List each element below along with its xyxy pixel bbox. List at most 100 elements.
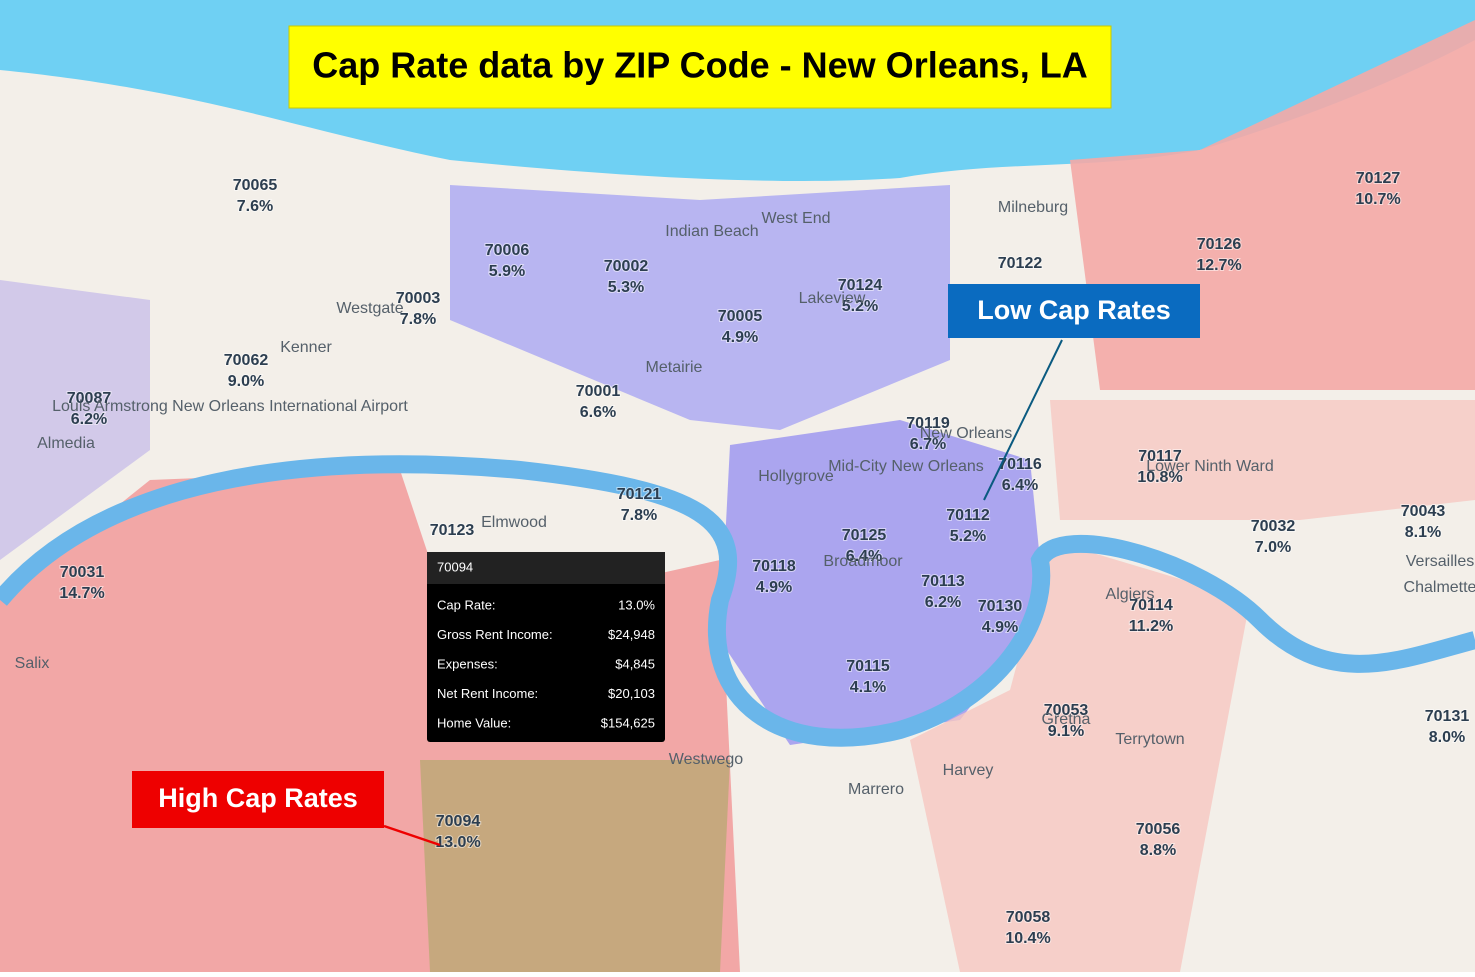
tooltip-value: $20,103 — [608, 686, 655, 701]
place-name: Marrero — [848, 781, 904, 798]
low-arrow — [983, 339, 1063, 501]
zip-code: 70114 — [1129, 597, 1173, 614]
place-name: Versailles — [1406, 553, 1474, 570]
river — [0, 455, 1475, 747]
cap-rate: 6.6% — [580, 404, 616, 421]
zone-mid — [0, 280, 150, 560]
cap-rate: 5.9% — [489, 263, 525, 280]
place-name: New Orleans — [920, 425, 1012, 442]
cap-rate: 6.2% — [71, 411, 107, 428]
place-name: West End — [761, 210, 830, 227]
cap-rate: 14.7% — [59, 585, 104, 602]
place-name: Almedia — [37, 435, 95, 452]
cap-rate: 4.9% — [722, 329, 758, 346]
place-name: Mid-City New Orleans — [828, 458, 984, 475]
zip-code: 70115 — [846, 658, 890, 675]
tooltip-label: Net Rent Income: — [437, 686, 538, 701]
cap-rate: 11.2% — [1129, 618, 1173, 635]
tooltip-label: Home Value: — [437, 715, 511, 730]
place-name: Milneburg — [998, 199, 1068, 216]
title-box — [288, 25, 1112, 109]
cap-rate: 9.1% — [1048, 723, 1084, 740]
place-name: Chalmette — [1404, 579, 1475, 596]
zip-code: 70125 — [842, 527, 887, 544]
cap-rate: 12.7% — [1196, 257, 1241, 274]
cap-rate: 8.1% — [1405, 524, 1441, 541]
place-name: Gretna — [1042, 711, 1091, 728]
zip-code: 70113 — [921, 573, 965, 590]
zip-code: 70119 — [906, 415, 950, 432]
cap-rate: 5.3% — [608, 279, 644, 296]
zip-code: 70056 — [1136, 821, 1181, 838]
cap-rate: 6.4% — [846, 548, 882, 565]
cap-rate: 4.1% — [850, 679, 886, 696]
zip-labels: 70065 7.6% 70006 5.9% 70002 5.3% 70003 7.8% 7000… — [58, 169, 1470, 948]
zip-code: 70058 — [1006, 909, 1051, 926]
zone-low — [450, 185, 950, 430]
zip-code: 70130 — [978, 598, 1023, 615]
zip-code: 70112 — [946, 507, 990, 524]
place-name: Westwego — [669, 751, 744, 768]
zip-code: 70032 — [1251, 518, 1296, 535]
zip-code: 70003 — [396, 290, 441, 307]
cap-rate: 8.0% — [1429, 729, 1465, 746]
place-name: Westgate — [336, 300, 403, 317]
low-callout: Low Cap Rates — [977, 295, 1171, 325]
zip-code: 70031 — [60, 564, 105, 581]
cap-rate: 7.6% — [237, 198, 273, 215]
cap-rate: 7.8% — [400, 311, 436, 328]
tooltip-label: Expenses: — [437, 656, 498, 671]
place-name: Broadmoor — [823, 553, 903, 570]
tooltip-label: Gross Rent Income: — [437, 627, 553, 642]
cap-rate: 7.8% — [621, 507, 657, 524]
place-name: Hollygrove — [758, 468, 834, 485]
place-name: Louis Armstrong New Orleans Internationa… — [52, 398, 408, 415]
cap-rate: 4.9% — [982, 619, 1018, 636]
cap-rate: 6.4% — [1002, 477, 1038, 494]
zip-code: 70053 — [1044, 702, 1089, 719]
place-name: Elmwood — [481, 514, 547, 531]
zip-code: 70005 — [718, 308, 763, 325]
zip-code: 70087 — [67, 390, 112, 407]
zip-code: 70124 — [838, 277, 883, 294]
tooltip-box — [427, 552, 665, 742]
high-arrow — [383, 824, 441, 847]
cap-rate: 9.0% — [228, 373, 264, 390]
place-name: Terrytown — [1115, 731, 1184, 748]
place-name: Metairie — [646, 359, 703, 376]
cap-rate: 7.0% — [1255, 539, 1291, 556]
tooltip-label: Cap Rate: — [437, 597, 496, 612]
tooltip-value: $154,625 — [601, 715, 655, 730]
high-callout-box — [132, 771, 384, 828]
tooltip-value: $24,948 — [608, 627, 655, 642]
tooltip-zip: 70094 — [437, 559, 473, 574]
place-name: Algiers — [1106, 586, 1155, 603]
place-name: Indian Beach — [665, 223, 758, 240]
high-callout: High Cap Rates — [158, 783, 358, 813]
zip-code: 70127 — [1356, 170, 1401, 187]
place-name: Harvey — [943, 762, 994, 779]
zip-code: 70126 — [1197, 236, 1242, 253]
cap-rate: 13.0% — [435, 834, 480, 851]
cap-rate: 8.8% — [1140, 842, 1176, 859]
place-name: Salix — [15, 655, 50, 672]
zip-code: 70094 — [436, 813, 481, 830]
place-labels: Kenner Metairie New Orleans Mid-City New Or… — [15, 199, 1475, 798]
cap-rate: 6.2% — [925, 594, 961, 611]
zip-code: 70122 — [998, 255, 1043, 272]
zip-code: 70001 — [576, 383, 621, 400]
cap-rate: 5.2% — [950, 528, 986, 545]
zip-code: 70006 — [485, 242, 530, 259]
title: Cap Rate data by ZIP Code - New Orleans,… — [312, 45, 1088, 86]
tooltip: 70094 Cap Rate: 13.0% Gross Rent Income: $2… — [427, 552, 665, 742]
tooltip-header — [427, 552, 665, 584]
place-name: Kenner — [280, 339, 332, 356]
zip-code: 70116 — [998, 456, 1042, 473]
zone-mid — [910, 540, 1250, 972]
zip-code: 70121 — [617, 486, 662, 503]
tooltip-value: $4,845 — [615, 656, 655, 671]
zip-code: 70065 — [233, 177, 278, 194]
cap-rate: 10.4% — [1005, 930, 1050, 947]
cap-rate: 6.7% — [910, 436, 946, 453]
